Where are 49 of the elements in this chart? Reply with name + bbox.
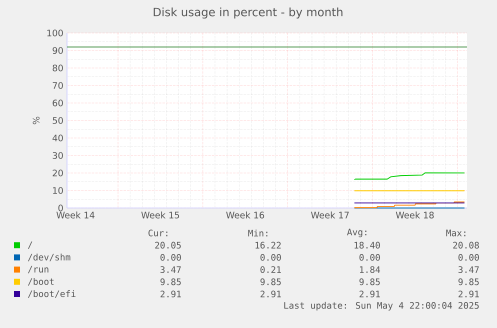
legend-label: /run <box>28 266 48 274</box>
text: 0.00 <box>359 254 380 261</box>
x-tick-label: Week 18 <box>396 212 434 218</box>
text: Min: <box>248 230 268 236</box>
y-tick-label: 80 <box>52 64 63 72</box>
y-tick-label: 60 <box>52 100 63 106</box>
text: 2.91 <box>458 290 479 298</box>
text: 0.21 <box>260 266 281 273</box>
y-tick-label: 100 <box>47 30 63 36</box>
text: 20.05 <box>155 242 181 249</box>
text: 3.47 <box>160 266 181 273</box>
text: 0.00 <box>458 254 479 261</box>
text: 0.00 <box>160 254 181 261</box>
y-tick-label: 0 <box>58 204 63 212</box>
text: 2.91 <box>160 290 181 298</box>
y-tick-label: 10 <box>53 187 63 194</box>
legend-label: /dev/shm <box>28 254 70 262</box>
y-tick-label: 70 <box>52 82 63 89</box>
text: Max: <box>446 230 466 236</box>
text: 18.40 <box>354 242 380 249</box>
legend-label: /boot/efi <box>28 290 76 298</box>
text: 3.47 <box>458 266 479 273</box>
text: 2.91 <box>260 290 281 298</box>
y-tick-label: 90 <box>52 47 63 54</box>
y-tick-label: 50 <box>52 117 63 124</box>
text: 20.08 <box>453 242 479 249</box>
text: Last update: Sun May 4 22:00:04 2025 <box>284 302 479 311</box>
x-tick-label: Week 14 <box>56 212 94 218</box>
text: Avg: <box>347 228 366 238</box>
text: 16.22 <box>256 242 281 249</box>
x-tick-label: Week 17 <box>311 212 349 218</box>
text: 0.00 <box>260 254 281 261</box>
legend-label: / <box>28 242 32 249</box>
y-tick-label: 30 <box>52 152 63 159</box>
text: 1.84 <box>360 266 380 273</box>
text: 9.85 <box>160 278 181 286</box>
y-tick-label: 40 <box>52 134 63 142</box>
text: Cur: <box>148 230 168 236</box>
chart-title: Disk usage in percent - by month <box>154 7 342 19</box>
x-tick-label: Week 15 <box>141 212 180 218</box>
y-tick-label: 20 <box>52 170 63 176</box>
legend-label: /boot <box>28 278 54 286</box>
y-axis-title: % <box>32 116 40 124</box>
text: 2.91 <box>360 290 380 298</box>
text: 9.85 <box>458 278 479 286</box>
text: 9.85 <box>359 278 380 286</box>
line-series <box>354 172 465 180</box>
text: 9.85 <box>260 278 281 286</box>
x-tick-label: Week 16 <box>226 212 264 218</box>
